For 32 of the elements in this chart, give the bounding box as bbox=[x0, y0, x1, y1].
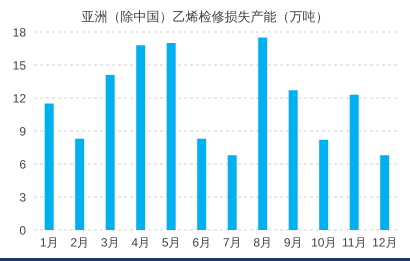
x-tick-label: 10月 bbox=[311, 236, 336, 250]
x-tick-label: 1月 bbox=[40, 236, 59, 250]
x-tick-label: 8月 bbox=[253, 236, 272, 250]
y-tick-label: 3 bbox=[19, 190, 26, 204]
bar bbox=[380, 155, 390, 230]
bar bbox=[319, 140, 328, 230]
x-tick-label: 6月 bbox=[192, 236, 212, 250]
y-tick-label: 12 bbox=[12, 91, 26, 106]
bar bbox=[106, 74, 115, 230]
y-tick-label: 18 bbox=[12, 25, 26, 40]
chart-title: 亚洲（除中国）乙烯检修损失产能（万吨） bbox=[80, 8, 330, 26]
x-tick-label: 3月 bbox=[100, 236, 120, 250]
bar bbox=[228, 155, 237, 230]
x-tick-label: 4月 bbox=[131, 236, 150, 250]
bar bbox=[166, 43, 176, 230]
x-tick-label: 12月 bbox=[372, 236, 398, 250]
bar bbox=[350, 94, 359, 230]
y-tick-label: 0 bbox=[19, 223, 26, 238]
bar bbox=[75, 138, 84, 230]
y-tick-label: 9 bbox=[19, 124, 26, 138]
bar bbox=[136, 45, 146, 230]
x-tick-label: 9月 bbox=[284, 236, 303, 250]
y-tick-label: 6 bbox=[19, 157, 26, 172]
y-tick-label: 15 bbox=[12, 58, 26, 72]
x-tick-label: 5月 bbox=[162, 236, 181, 250]
x-tick-label: 7月 bbox=[222, 236, 242, 250]
bar bbox=[197, 138, 206, 230]
x-tick-label: 11月 bbox=[342, 236, 366, 250]
bar bbox=[288, 90, 298, 230]
x-tick-label: 2月 bbox=[70, 236, 90, 250]
bar bbox=[258, 38, 268, 230]
bar bbox=[44, 104, 54, 230]
